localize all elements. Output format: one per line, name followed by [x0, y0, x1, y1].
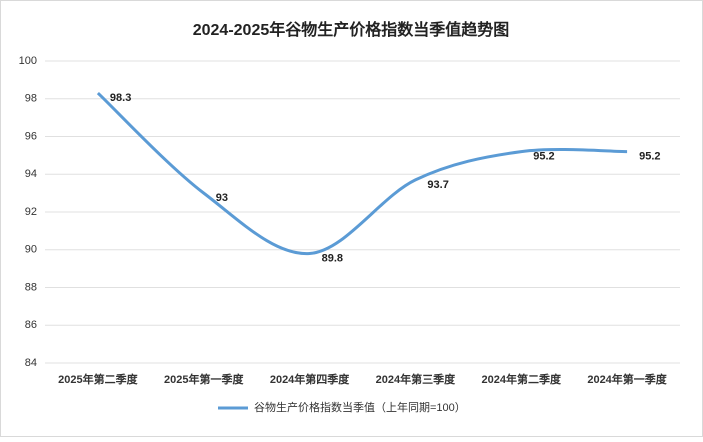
data-line	[96, 91, 628, 256]
x-tick-label: 2025年第一季度	[164, 372, 244, 386]
data-label: 89.8	[322, 252, 343, 264]
x-tick-label: 2025年第二季度	[58, 372, 138, 386]
y-tick-label: 100	[19, 55, 37, 67]
y-tick-label: 98	[25, 93, 37, 105]
y-tick-label: 88	[25, 281, 37, 293]
y-tick-label: 90	[25, 244, 37, 256]
data-label: 95.2	[533, 151, 554, 163]
legend-label: 谷物生产价格指数当季值（上年同期=100）	[254, 400, 466, 414]
x-tick-label: 2024年第二季度	[482, 372, 562, 386]
y-tick-label: 96	[25, 130, 37, 142]
y-tick-label: 84	[25, 357, 37, 369]
y-tick-label: 86	[25, 319, 37, 331]
data-label: 98.3	[110, 92, 131, 104]
data-label: 95.2	[639, 151, 660, 163]
x-tick-label: 2024年第三季度	[376, 372, 456, 386]
data-label: 93	[216, 192, 228, 204]
chart-title: 2024-2025年谷物生产价格指数当季值趋势图	[193, 20, 510, 39]
data-label: 93.7	[427, 179, 448, 191]
x-tick-label: 2024年第四季度	[270, 372, 350, 386]
y-tick-label: 92	[25, 206, 37, 218]
x-tick-label: 2024年第一季度	[587, 372, 667, 386]
y-tick-label: 94	[25, 168, 37, 180]
